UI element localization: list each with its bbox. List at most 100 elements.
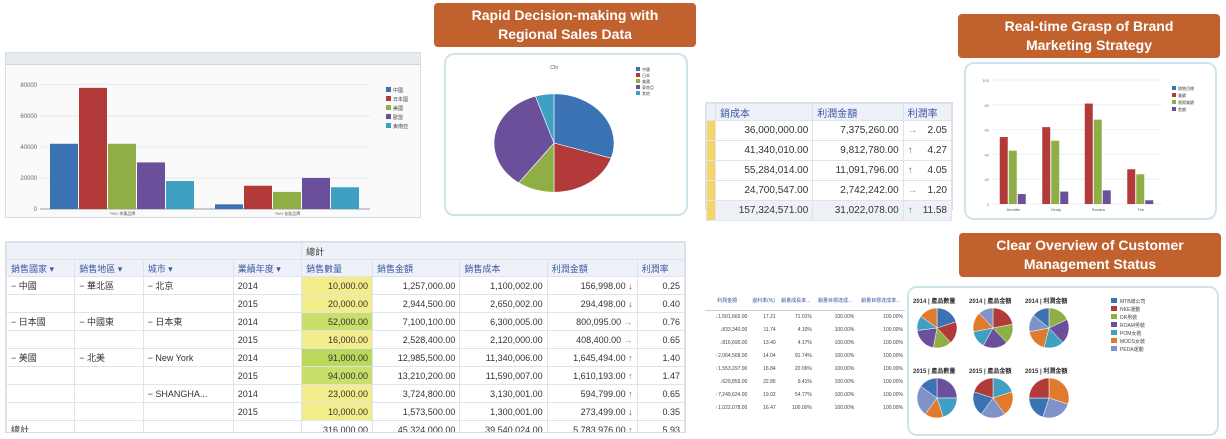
customer-cell: 100.00% [834, 378, 855, 385]
bar [244, 185, 272, 209]
pivot-row[interactable]: 2015 20,000.00 2,944,500.00 2,650,002.00 294… [6, 294, 685, 313]
pivot-column-header[interactable]: 利潤金額 [546, 259, 638, 277]
customer-column-header[interactable]: 利潤金額 [705, 292, 750, 311]
pivot-filter-header[interactable]: 銷售地區 ▾ [74, 259, 144, 277]
pie-slice [916, 327, 938, 348]
bar [1008, 150, 1017, 204]
kpi-rate-cell: ↑ 11.58 [902, 200, 953, 221]
customer-row[interactable]: ↑1,022,078.00 16.47 100.00% 100.00% 100.00% [705, 401, 905, 414]
pie-slice [535, 93, 555, 144]
customer-row[interactable]: ↑7,249,624.00 19.02 54.77% 100.00% 100.00% [705, 388, 905, 401]
legend-swatch [386, 105, 391, 110]
pivot-rate-cell: 0.35 [636, 402, 685, 421]
pivot-row[interactable]: 2015 10,000.00 1,573,500.00 1,300,001.00 273… [6, 402, 685, 421]
kpi-rate-value: 4.05 [927, 165, 947, 176]
pivot-region-cell: − 北美 [74, 348, 144, 367]
customer-column-header[interactable]: 邊利率(%) [749, 292, 778, 311]
kpi-header-cost[interactable]: 銷成本 [714, 103, 814, 121]
pivot-city-cell [142, 330, 234, 349]
customer-row[interactable]: ↓629,859.00 22.86 9.41% 100.00% 100.00% [705, 375, 905, 388]
customer-cell: 16.84 [763, 365, 776, 372]
y-tick-label: 60 [985, 128, 990, 133]
pivot-profit-cell: 1,610,193.00 ↑ [546, 366, 638, 385]
pivot-row[interactable]: − 中國 − 華北區 − 北京 2014 10,000.00 1,257,000.00 1,… [6, 276, 685, 295]
y-tick-label: 0 [34, 207, 38, 213]
customer-row[interactable]: ↓1,501,660.00 17.21 71.01% 100.00% 100.00% [705, 310, 905, 323]
pivot-filter-header[interactable]: 銷售國家 ▾ [6, 259, 76, 277]
kpi-row[interactable]: 24,700,547.00 2,742,242.00 → 1.20 [706, 180, 953, 201]
pivot-row[interactable]: 2015 94,000.00 13,210,200.00 11,590,007.00 1… [6, 366, 685, 385]
y-tick-label: 20000 [20, 176, 37, 182]
y-tick-label: 40 [985, 152, 990, 157]
trend-down-icon: ↓ [625, 280, 633, 291]
brand-bar-chart: 100 80 60 40 20 0 Jennifer Cindy Sandra Tim 銷售目標業績… [982, 78, 1194, 212]
pivot-column-header[interactable]: 銷售數量 [301, 259, 373, 277]
kpi-row[interactable]: 157,324,571.00 31,022,078.00 ↑ 11.58 [706, 200, 953, 221]
customer-column-header[interactable]: 銷量成長率... [777, 292, 814, 311]
pivot-city-cell: − 日本東 [142, 312, 234, 331]
kpi-row[interactable]: 41,340,010.00 9,812,780.00 ↑ 4.27 [706, 140, 953, 161]
pivot-profit-cell: 273,499.00 ↓ [546, 402, 638, 421]
pivot-total-row[interactable]: 總計 316,000.00 45,324,000.00 39,540,024.00 5,… [6, 420, 685, 433]
pivot-row[interactable]: 2015 16,000.00 2,528,400.00 2,120,000.00 408… [6, 330, 685, 349]
kpi-row[interactable]: 36,000,000.00 7,375,260.00 → 2.05 [706, 120, 953, 141]
callout-rapid-decision-line1: Rapid Decision-making with [471, 7, 659, 23]
kpi-row[interactable]: 55,284,014.00 11,091,796.00 ↑ 4.05 [706, 160, 953, 181]
row-status-icon [706, 140, 716, 161]
legend-label: 日本國 [393, 96, 408, 103]
pie-grid-title: 2014 | 產品金額 [969, 297, 1011, 305]
customer-cell: ↓1,501,660.00 [715, 313, 748, 320]
customer-cell: 100.00% [834, 339, 855, 346]
y-tick-label: 40000 [20, 145, 37, 151]
pivot-column-header[interactable]: 銷售金額 [371, 259, 461, 277]
bar [215, 204, 243, 209]
pivot-filter-header[interactable]: 城市 ▾ [142, 259, 234, 277]
customer-table-panel: 利潤金額 邊利率(%) 銷量成長率... 銷量目標達成... 銷量目標達成率... ↓1… [705, 292, 905, 422]
pie-title: Chi [550, 65, 558, 71]
legend-label: 其他 [642, 90, 650, 96]
trend-flat-icon: → [907, 185, 918, 196]
kpi-header-rate[interactable]: 利潤率 [902, 103, 953, 121]
customer-column-header[interactable]: 銷量目標達成率... [856, 292, 905, 311]
legend-swatch [1111, 330, 1117, 335]
pivot-qty-cell: 91,000.00 [301, 348, 373, 367]
kpi-header-profit[interactable]: 利潤金額 [812, 103, 904, 121]
pivot-rate-cell: 0.65 [636, 384, 685, 403]
customer-row[interactable]: ↓833,340.00 11.74 4.10% 100.00% 100.00% [705, 323, 905, 336]
pivot-profit-cell: 594,799.00 ↑ [546, 384, 638, 403]
pivot-row[interactable]: − 日本國 − 中國東 − 日本東 2014 52,000.00 7,100,100.00… [6, 312, 685, 331]
kpi-rate-value: 2.05 [927, 125, 947, 136]
trend-up-icon: ↑ [907, 165, 913, 176]
bar [302, 177, 330, 209]
trend-down-icon: ↓ [719, 326, 723, 333]
pivot-sales-cell: 12,985,500.00 [371, 348, 461, 367]
pie-grid-title: 2015 | 利潤金額 [1025, 367, 1067, 375]
pivot-country-cell: 總計 [6, 420, 76, 432]
kpi-profit-cell: 2,742,242.00 [812, 180, 904, 201]
trend-up-icon: ↑ [625, 424, 633, 433]
customer-row[interactable]: ↓816,690.00 13.40 4.17% 100.00% 100.00% [705, 336, 905, 349]
legend-swatch [1111, 346, 1117, 351]
customer-column-header[interactable]: 銷量目標達成... [813, 292, 857, 311]
customer-row[interactable]: ↑1,553,297.00 16.84 20.06% 100.00% 100.00% [705, 362, 905, 375]
trend-up-icon: ↑ [625, 388, 633, 399]
pivot-column-header[interactable]: 銷售成本 [459, 259, 548, 277]
pivot-row[interactable]: − SHANGHA... 2014 23,000.00 3,724,800.00 3,1… [6, 384, 685, 403]
pivot-rate-cell: 0.65 [636, 330, 685, 349]
pivot-filter-header[interactable]: 業績年度 ▾ [232, 259, 303, 277]
pie-slice [1048, 377, 1070, 405]
pivot-column-header[interactable]: 利潤率 [636, 259, 685, 277]
pivot-row[interactable]: − 美國 − 北美 − New York 2014 91,000.00 12,985,50… [6, 348, 685, 367]
kpi-cost-cell: 157,324,571.00 [714, 200, 814, 221]
callout-customer-overview-line2: Management Status [1023, 256, 1157, 272]
bar [166, 181, 194, 209]
row-status-icon [706, 120, 716, 141]
kpi-cost-cell: 24,700,547.00 [714, 180, 814, 201]
trend-up-icon: ↑ [715, 404, 719, 411]
customer-cell: ↑1,553,297.00 [715, 365, 748, 372]
customer-row[interactable]: ↑2,064,568.00 14.04 91.74% 100.00% 100.00% [705, 349, 905, 362]
pivot-region-cell [74, 330, 144, 349]
pie-slice [920, 377, 938, 399]
customer-table: 利潤金額 邊利率(%) 銷量成長率... 銷量目標達成... 銷量目標達成率... ↓1… [705, 292, 905, 414]
bar [1093, 119, 1102, 204]
